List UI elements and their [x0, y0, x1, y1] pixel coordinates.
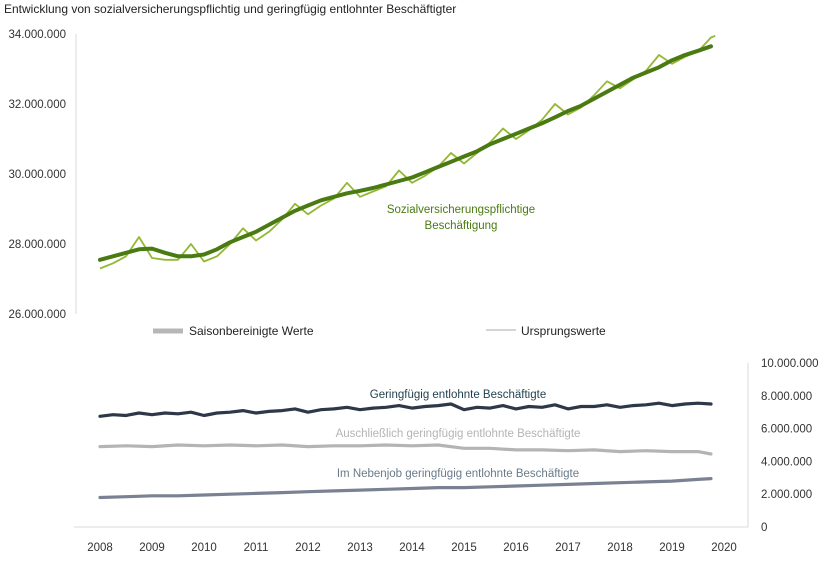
svb-series-label: Sozialversicherungspflichtige	[387, 204, 535, 216]
x-tick-label: 2014	[399, 542, 425, 554]
geringfuegig-line	[98, 401, 713, 418]
x-tick-label: 2012	[295, 542, 321, 554]
chart-title: Entwicklung von sozialversicherungspflic…	[4, 2, 457, 16]
top-y-tick-label: 26.000.000	[8, 309, 66, 321]
nebenjob-geringfuegig-label: Im Nebenjob geringfügig entlohnte Beschä…	[337, 468, 579, 480]
svb-series-label: Beschäftigung	[425, 220, 498, 232]
x-tick-label: 2010	[191, 542, 217, 554]
top-y-tick-label: 34.000.000	[8, 29, 66, 41]
geringfuegig-label: Geringfügig entlohnte Beschäftigte	[370, 389, 546, 401]
ausschliesslich-geringfuegig-label: Auschließlich geringfügig entlohnte Besc…	[336, 428, 581, 440]
top-y-tick-label: 28.000.000	[8, 239, 66, 251]
bottom-y-tick-label: 2.000.000	[761, 489, 812, 501]
bottom-y-tick-label: 6.000.000	[761, 424, 812, 436]
bottom-y-tick-label: 4.000.000	[761, 456, 812, 468]
legend-saisonbereinigt-label: Saisonbereinigte Werte	[189, 324, 314, 338]
top-y-tick-label: 30.000.000	[8, 169, 66, 181]
ausschliesslich-geringfuegig-line	[98, 443, 713, 456]
bottom-y-tick-label: 10.000.000	[761, 358, 819, 370]
x-tick-label: 2009	[139, 542, 165, 554]
x-tick-label: 2017	[555, 542, 581, 554]
x-tick-label: 2008	[87, 542, 113, 554]
x-tick-label: 2011	[244, 542, 269, 554]
svb-ursprungswerte-line	[99, 34, 716, 270]
nebenjob-geringfuegig-line	[98, 477, 713, 500]
x-tick-label: 2015	[451, 542, 477, 554]
bottom-y-tick-label: 8.000.000	[761, 391, 812, 403]
bottom-y-tick-label: 0	[761, 522, 767, 534]
x-tick-label: 2018	[607, 542, 633, 554]
svb-saisonbereinigt-line	[98, 44, 713, 262]
x-tick-label: 2019	[659, 542, 685, 554]
x-tick-label: 2020	[711, 542, 737, 554]
top-y-tick-label: 32.000.000	[8, 99, 66, 111]
x-tick-label: 2016	[503, 542, 529, 554]
legend-ursprungswerte-label: Ursprungswerte	[521, 324, 606, 338]
x-tick-label: 2013	[347, 542, 373, 554]
